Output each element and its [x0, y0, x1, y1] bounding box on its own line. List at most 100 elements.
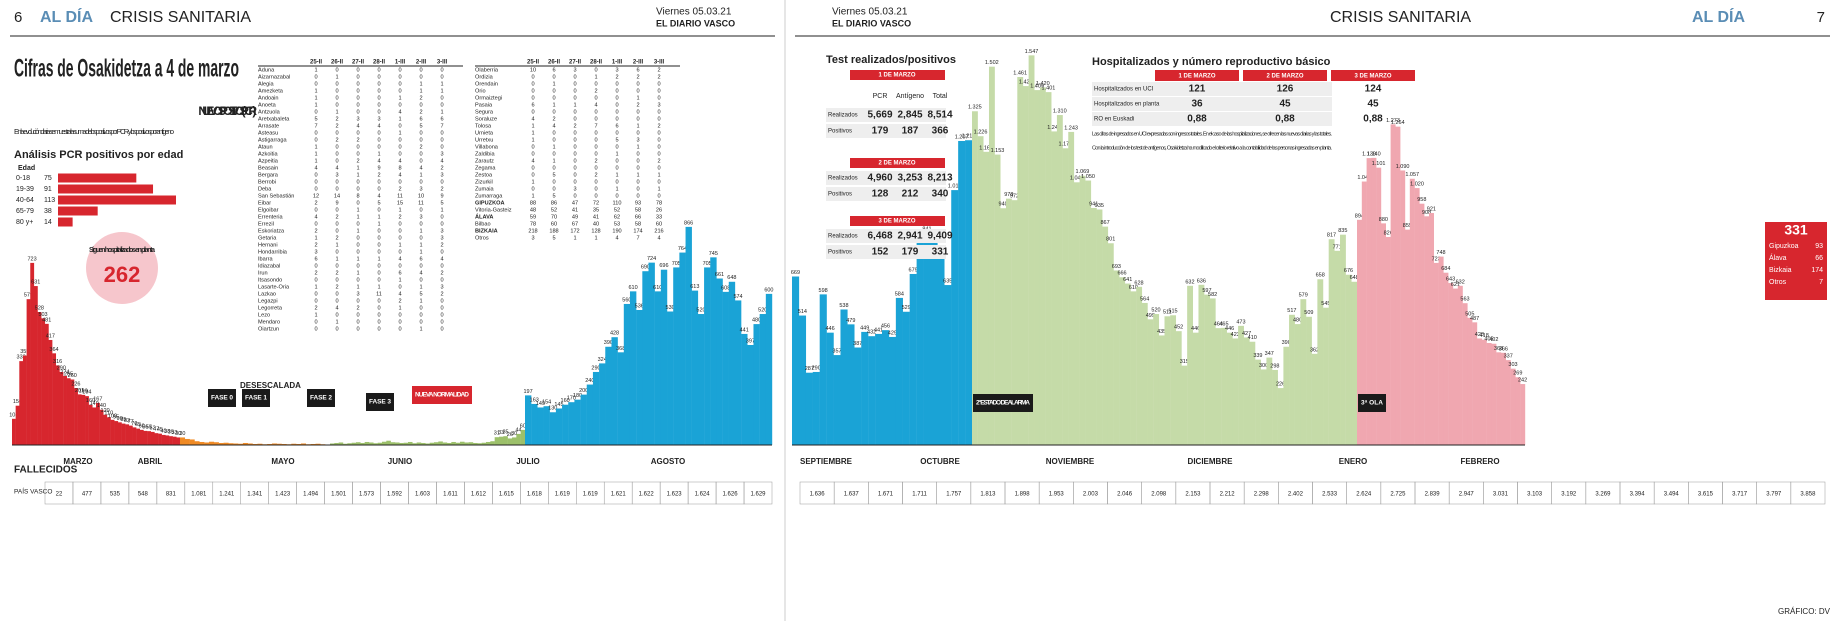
- label: 0: [398, 235, 401, 241]
- label: 3: [314, 249, 317, 255]
- bar: [1477, 338, 1482, 445]
- bar: [1520, 384, 1526, 445]
- label: 5: [419, 291, 422, 297]
- label: Ormaiztegi: [475, 95, 502, 101]
- label: 340: [932, 189, 949, 200]
- bar: [512, 437, 517, 445]
- label: 0: [594, 81, 597, 87]
- bar: [977, 136, 984, 446]
- value-label: 154: [542, 400, 551, 406]
- bar: [460, 441, 465, 445]
- value-label: 1.245: [1047, 125, 1061, 131]
- label: Antzuola: [258, 109, 281, 115]
- label: 0: [398, 284, 401, 290]
- bar: [826, 332, 834, 445]
- bar: [1366, 158, 1372, 445]
- bar: [562, 404, 569, 445]
- label: EL DIARIO VASCO: [832, 18, 911, 28]
- label: 45: [1279, 99, 1291, 110]
- label: Viernes 05.03.21: [656, 7, 732, 18]
- label: 1: [335, 109, 338, 115]
- label: 0: [573, 109, 576, 115]
- value-label: 364: [49, 347, 58, 353]
- bar: [58, 173, 137, 183]
- label: 0: [615, 102, 618, 108]
- label: 0: [314, 130, 317, 136]
- bar: [447, 442, 452, 445]
- label: 1: [419, 326, 422, 332]
- label: 3: [657, 102, 660, 108]
- bar: [988, 66, 995, 445]
- label: En la evolución diaria se muestra la sum…: [14, 127, 174, 136]
- label: 216: [654, 228, 663, 234]
- value-label: 1.502: [985, 60, 999, 66]
- bar: [382, 441, 387, 445]
- label: 49: [572, 214, 578, 220]
- bar: [63, 375, 67, 445]
- label: 7: [594, 123, 597, 129]
- value-label: 287: [805, 366, 814, 372]
- value-label: 120: [101, 408, 110, 414]
- label: 0: [398, 249, 401, 255]
- bar: [753, 324, 760, 445]
- label: 2: [356, 158, 359, 164]
- value-label: 423: [1475, 332, 1484, 338]
- label: 1: [314, 88, 317, 94]
- value-label: 579: [24, 293, 33, 299]
- bar: [923, 233, 931, 445]
- label: FASE 0: [211, 395, 233, 402]
- value-label: 432: [867, 330, 876, 336]
- bar: [364, 441, 370, 445]
- label: 0: [594, 109, 597, 115]
- label: 0: [356, 74, 359, 80]
- label: 14: [334, 193, 340, 199]
- bar: [438, 441, 443, 445]
- bar: [543, 406, 550, 445]
- label: 1: [419, 172, 422, 178]
- bar: [875, 333, 883, 445]
- label: 0: [657, 137, 660, 143]
- bar: [1045, 92, 1052, 446]
- value-label: 1.461: [1013, 70, 1027, 76]
- label: 212: [902, 189, 919, 200]
- label: Soraluze: [475, 116, 497, 122]
- label: Vitoria-Gasteiz: [475, 207, 512, 213]
- bar: [238, 443, 244, 445]
- label: 2: [314, 200, 317, 206]
- value-label: 958: [1417, 197, 1426, 203]
- value-label: 26: [507, 432, 513, 438]
- value-label: 70: [131, 421, 137, 427]
- label: 2.003: [1083, 492, 1099, 498]
- label: 152: [872, 247, 889, 258]
- value-label: 636: [1197, 278, 1206, 284]
- label: 0: [594, 165, 597, 171]
- value-label: 867: [1100, 220, 1109, 226]
- label: 0: [314, 326, 317, 332]
- bar: [623, 303, 631, 445]
- label: Aduna: [258, 67, 275, 73]
- bar: [228, 443, 234, 445]
- label: 9: [377, 165, 380, 171]
- label: 187: [902, 126, 919, 137]
- label: CRISIS SANITARIA: [1330, 9, 1471, 26]
- label: 27-II: [352, 60, 364, 66]
- label: 0: [335, 81, 338, 87]
- bar: [568, 402, 575, 445]
- bar: [499, 436, 504, 445]
- value-label: 197: [523, 389, 532, 395]
- label: 1: [440, 81, 443, 87]
- bar: [132, 427, 137, 445]
- bar: [909, 273, 917, 445]
- bar: [1357, 219, 1362, 445]
- label: 0: [636, 158, 639, 164]
- label: 2: [398, 186, 401, 192]
- label: 1.612: [471, 492, 487, 498]
- bar: [442, 442, 448, 445]
- label: 2: [636, 102, 639, 108]
- value-label: 515: [1168, 309, 1177, 315]
- value-label: 608: [721, 285, 730, 291]
- label: 0: [440, 102, 443, 108]
- value-label: 355: [20, 349, 29, 355]
- bar: [58, 217, 73, 227]
- label: 1: [615, 172, 618, 178]
